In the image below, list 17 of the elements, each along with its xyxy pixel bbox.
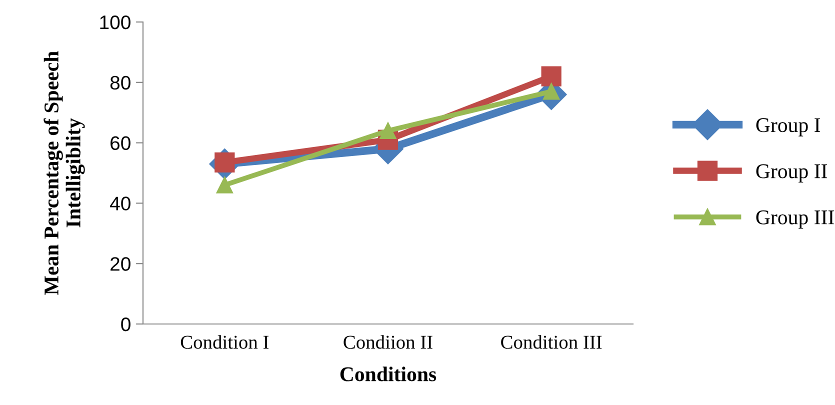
point [541,66,562,86]
legend-label: Group I [756,118,820,136]
x-tick-label: Condiion II [344,335,432,349]
x-tick-label: Condition III [501,335,602,349]
y-tick-label: 40 [110,196,130,210]
x-tick-label: Condition I [180,335,269,349]
y-tick-label: 60 [110,136,130,150]
y-tick-label: 0 [121,317,130,332]
y-tick-label: 20 [110,257,130,271]
x-axis-title: Conditions [340,366,436,382]
y-tick-label: 100 [100,15,130,30]
legend-label: Group III [756,210,834,229]
point [380,122,396,140]
point [216,176,233,194]
legend-label: Group II [756,164,827,183]
y-axis-title: Mean Percentage of Speech Intelligiblity [44,51,85,295]
y-tick-label: 80 [110,76,130,90]
